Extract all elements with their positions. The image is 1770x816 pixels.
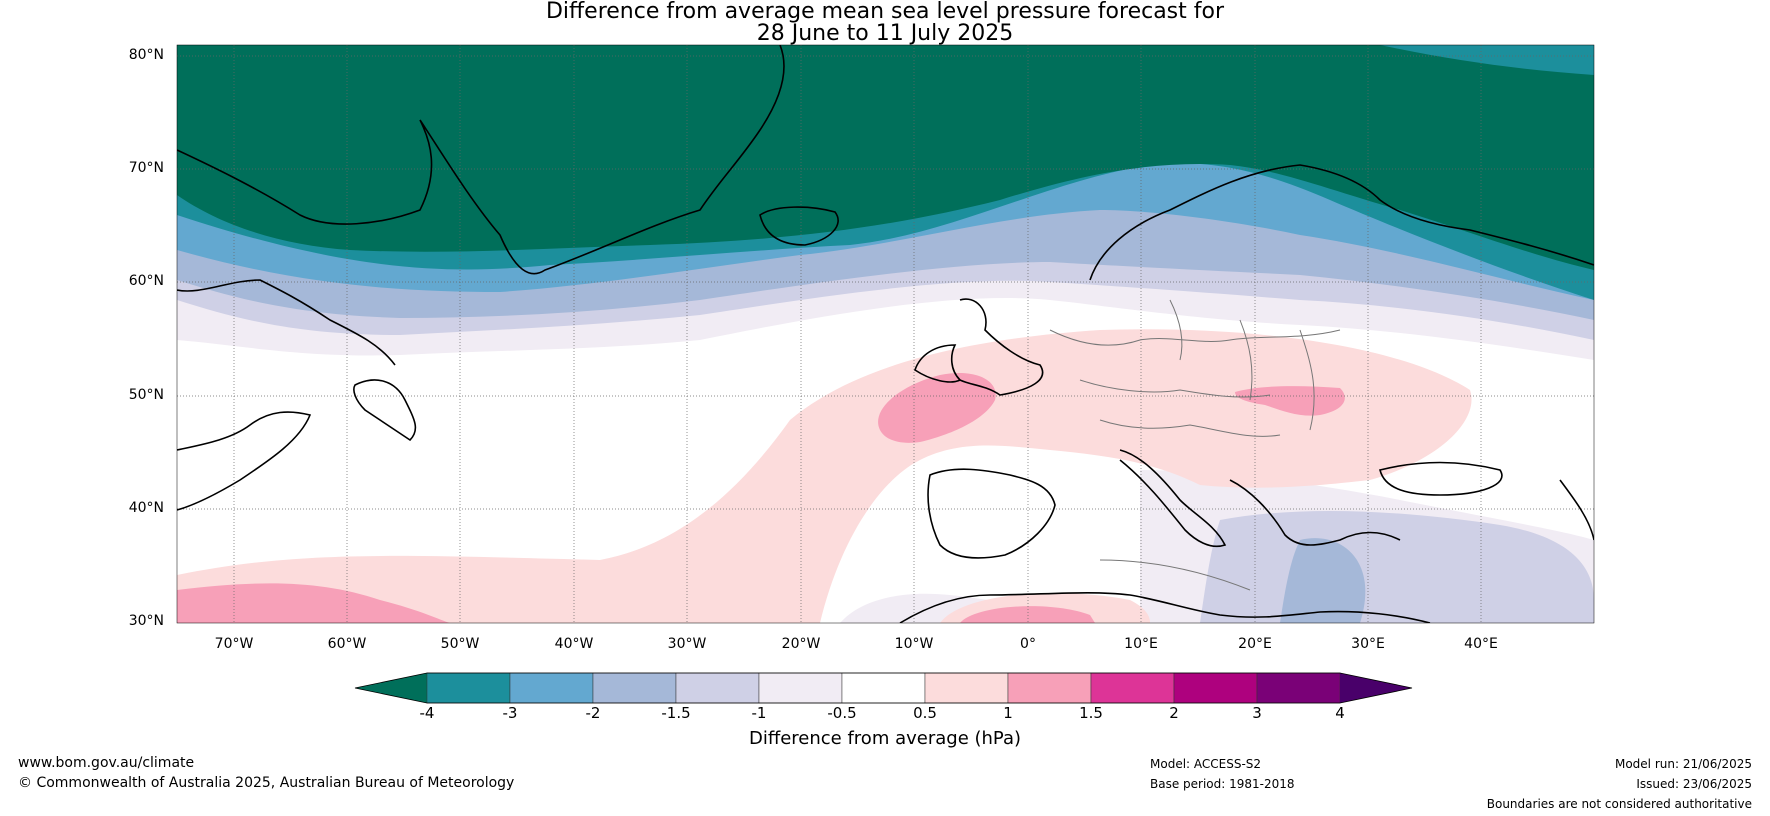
lon-label-60w: 60°W — [327, 636, 367, 652]
lon-label-30w: 30°W — [667, 636, 707, 652]
lat-label-50n: 50°N — [128, 387, 164, 403]
anomaly-band-minus-3-arctic — [1380, 45, 1594, 75]
lat-label-60n: 60°N — [128, 273, 164, 289]
map-title-line1: Difference from average mean sea level p… — [545, 0, 1225, 24]
colorbar-label: -1.5 — [661, 704, 691, 722]
colorbar-label: -2 — [585, 704, 601, 722]
lon-label-20e: 20°E — [1238, 636, 1272, 652]
colorbar-label: 1.5 — [1079, 704, 1103, 722]
lon-label-50w: 50°W — [440, 636, 480, 652]
footer-url: www.bom.gov.au/climate — [18, 755, 195, 771]
lat-label-40n: 40°N — [128, 500, 164, 516]
map-title-line2: 28 June to 11 July 2025 — [756, 21, 1014, 46]
anomaly-lobe-minus-2-mediterranean — [1280, 538, 1366, 623]
anomaly-patch-plus-1-morocco — [960, 606, 1095, 623]
nova-scotia-coast — [177, 411, 312, 511]
footer-model-run: Model run: 21/06/2025 — [1614, 757, 1752, 771]
colorbar-cell — [924, 672, 1009, 704]
lon-label-10w: 10°W — [894, 636, 934, 652]
colorbar-label: 0.5 — [913, 704, 937, 722]
lon-label-0: 0° — [1020, 636, 1036, 652]
balkan-greece-coast — [1229, 479, 1401, 546]
graticule — [177, 45, 1594, 623]
colorbar-cell — [675, 672, 760, 704]
anomaly-patch-plus-1-centraleurope — [1235, 386, 1345, 416]
scandinavia-coast — [1089, 164, 1594, 281]
colorbar-cell — [758, 672, 843, 704]
lon-label-40e: 40°E — [1464, 636, 1498, 652]
anomaly-band-plus-0.5 — [177, 329, 1472, 623]
anomaly-patch-plus-1-biscay — [878, 372, 996, 443]
anomaly-fill-layer — [177, 45, 1594, 623]
british-isles-coast — [914, 298, 1044, 396]
colorbar-label: 1 — [1003, 704, 1013, 722]
lon-label-20w: 20°W — [781, 636, 821, 652]
anomaly-patch-plus-1-atlantic — [177, 583, 450, 623]
footer-disclaimer: Boundaries are not considered authoritat… — [1486, 797, 1752, 811]
colorbar-cell — [1007, 672, 1092, 704]
lon-label-40w: 40°W — [554, 636, 594, 652]
colorbar-cell — [1090, 672, 1175, 704]
country-borders — [1049, 299, 1341, 591]
footer-model: Model: ACCESS-S2 — [1150, 757, 1262, 771]
black-sea-coast — [1379, 461, 1503, 496]
footer-base-period: Base period: 1981-2018 — [1150, 777, 1295, 791]
colorbar-cell — [592, 672, 677, 704]
colorbar-label: -0.5 — [827, 704, 857, 722]
anomaly-band-minus-4 — [177, 45, 1594, 270]
map-frame — [176, 44, 1595, 624]
iberia-coast — [927, 468, 1056, 559]
lon-label-70w: 70°W — [214, 636, 254, 652]
lat-label-80n: 80°N — [128, 47, 164, 63]
colorbar-cell — [1173, 672, 1258, 704]
colorbar-label: 2 — [1169, 704, 1179, 722]
lat-label-70n: 70°N — [128, 160, 164, 176]
colorbar-label: -3 — [502, 704, 518, 722]
lat-label-30n: 30°N — [128, 613, 164, 629]
colorbar-label: 3 — [1252, 704, 1262, 722]
colorbar-extend-low — [355, 673, 427, 703]
iceland-coast — [759, 206, 839, 246]
footer-copyright: © Commonwealth of Australia 2025, Austra… — [18, 775, 515, 791]
italy-coast — [1119, 449, 1227, 548]
lon-label-30e: 30°E — [1351, 636, 1385, 652]
labrador-coast — [177, 279, 396, 366]
colorbar-cell — [1256, 672, 1341, 704]
colorbar-cell — [426, 672, 511, 704]
lon-label-10e: 10°E — [1124, 636, 1158, 652]
colorbar-title: Difference from average (hPa) — [748, 728, 1022, 749]
coastlines — [177, 45, 1594, 623]
footer-issued: Issued: 23/06/2025 — [1636, 777, 1752, 791]
colorbar-label: 4 — [1335, 704, 1345, 722]
colorbar-label: -1 — [751, 704, 767, 722]
newfoundland-coast — [353, 379, 417, 442]
colorbar-outline — [354, 672, 1413, 704]
greenland-coast — [177, 45, 785, 275]
north-africa-coast — [899, 591, 1431, 623]
colorbar-label: -4 — [419, 704, 435, 722]
east-mediterranean-coast — [1559, 479, 1594, 541]
colorbar-cell — [841, 672, 926, 704]
colorbar-cell — [509, 672, 594, 704]
colorbar-extend-high — [1340, 673, 1412, 703]
colorbar-cells — [354, 672, 1413, 704]
